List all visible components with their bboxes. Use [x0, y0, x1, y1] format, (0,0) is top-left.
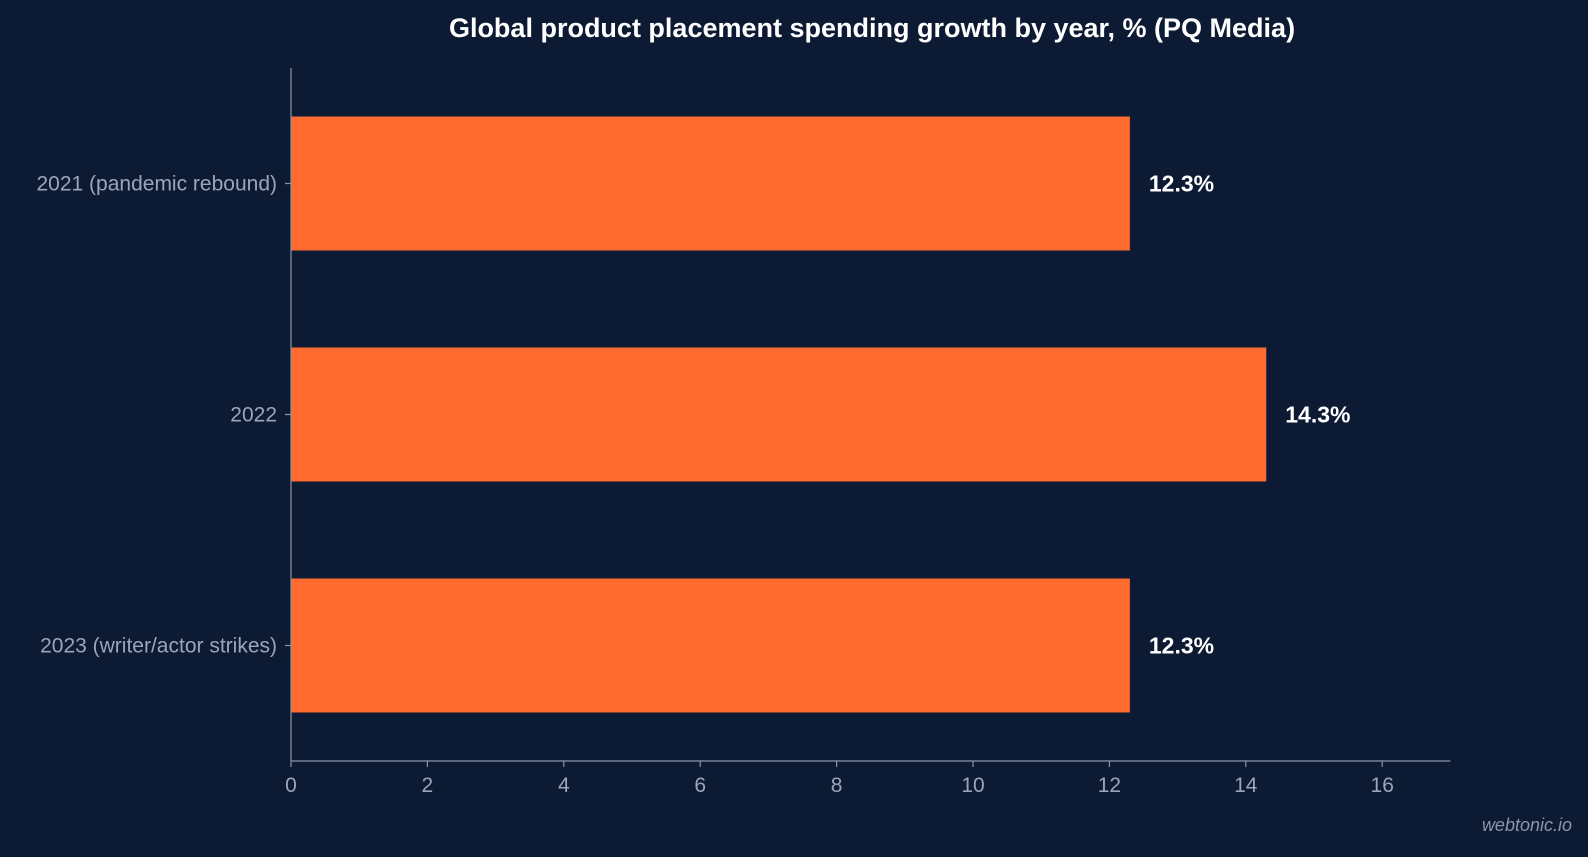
- category-label: 2021 (pandemic rebound): [37, 173, 278, 196]
- chart-title: Global product placement spending growth…: [449, 13, 1295, 43]
- x-tick-label: 16: [1371, 774, 1394, 797]
- x-tick-label: 8: [831, 774, 843, 797]
- watermark-text: webtonic.io: [1482, 815, 1572, 835]
- bar-value-label: 14.3%: [1285, 402, 1350, 428]
- bar: [291, 347, 1267, 482]
- bar-value-label: 12.3%: [1149, 633, 1214, 659]
- x-tick-label: 0: [285, 774, 297, 797]
- x-tick-label: 4: [558, 774, 570, 797]
- bar: [291, 116, 1130, 251]
- x-tick-label: 6: [694, 774, 706, 797]
- x-tick-label: 2: [422, 774, 434, 797]
- category-label: 2022: [230, 404, 277, 427]
- x-tick-label: 10: [961, 774, 984, 797]
- bar: [291, 578, 1130, 713]
- x-tick-label: 12: [1098, 774, 1121, 797]
- x-tick-label: 14: [1234, 774, 1258, 797]
- bar-value-label: 12.3%: [1149, 171, 1214, 197]
- category-label: 2023 (writer/actor strikes): [40, 635, 277, 658]
- bars-group: 12.3% 14.3% 12.3%: [291, 116, 1350, 713]
- axes-group: 2021 (pandemic rebound) 2022 2023 (writer/…: [37, 68, 1451, 797]
